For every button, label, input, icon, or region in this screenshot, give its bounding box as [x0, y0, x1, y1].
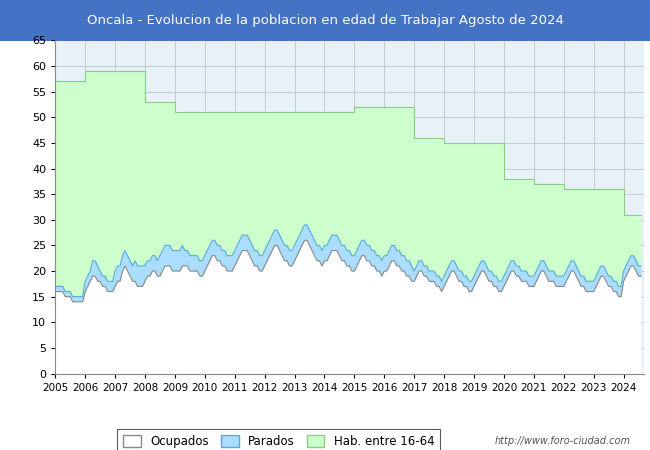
- Text: Oncala - Evolucion de la poblacion en edad de Trabajar Agosto de 2024: Oncala - Evolucion de la poblacion en ed…: [86, 14, 564, 27]
- Legend: Ocupados, Parados, Hab. entre 16-64: Ocupados, Parados, Hab. entre 16-64: [118, 429, 440, 450]
- Text: http://www.foro-ciudad.com: http://www.foro-ciudad.com: [495, 436, 630, 446]
